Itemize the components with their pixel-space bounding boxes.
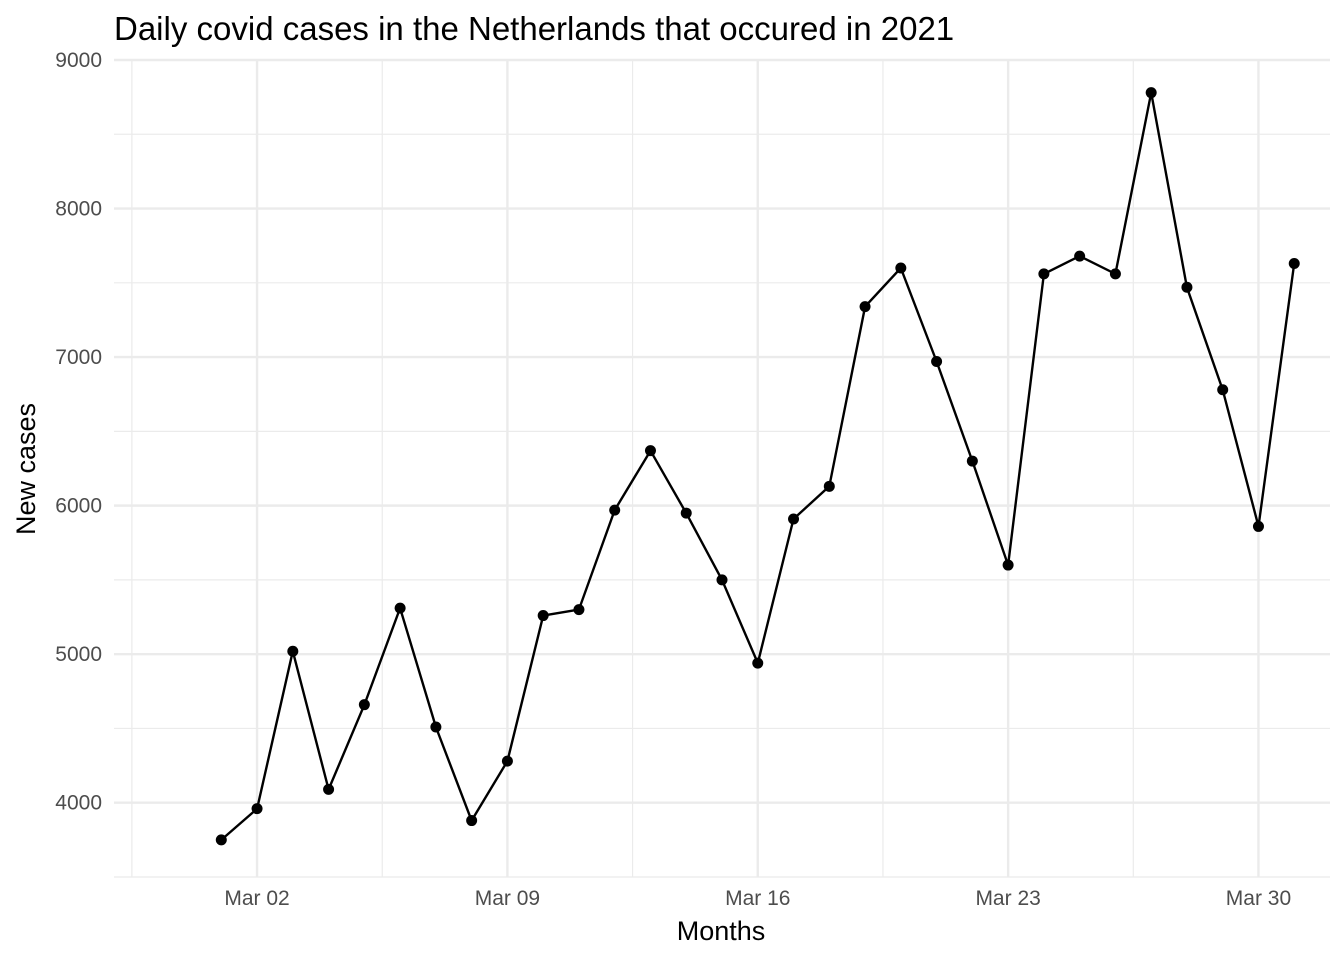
- data-point: [752, 657, 764, 669]
- y-axis-ticks: 4000 5000 6000 7000 8000 9000: [55, 49, 102, 815]
- data-point: [895, 262, 907, 274]
- y-tick-label: 4000: [55, 792, 102, 815]
- data-point: [1252, 520, 1264, 532]
- data-point: [788, 513, 800, 525]
- data-point: [287, 645, 299, 657]
- x-tick-label: Mar 02: [224, 887, 289, 910]
- x-axis-title: Months: [677, 916, 766, 946]
- data-point: [931, 356, 943, 368]
- y-axis-title: New cases: [11, 403, 41, 535]
- data-point: [966, 455, 978, 467]
- data-point: [1181, 281, 1193, 293]
- data-point: [430, 721, 442, 733]
- data-point: [215, 834, 227, 846]
- x-tick-label: Mar 09: [475, 887, 540, 910]
- data-point: [501, 755, 513, 767]
- data-point: [716, 574, 728, 586]
- data-point: [644, 445, 656, 457]
- data-point: [466, 815, 478, 827]
- x-axis-ticks: Mar 02 Mar 09 Mar 16 Mar 23 Mar 30: [224, 887, 1291, 910]
- data-point: [1145, 87, 1157, 99]
- chart-title: Daily covid cases in the Netherlands tha…: [114, 10, 954, 47]
- y-tick-label: 9000: [55, 49, 102, 72]
- data-point: [573, 604, 585, 616]
- y-tick-label: 5000: [55, 643, 102, 666]
- data-point: [1288, 258, 1300, 270]
- grid: [114, 58, 1330, 878]
- y-tick-label: 7000: [55, 346, 102, 369]
- y-tick-label: 8000: [55, 198, 102, 221]
- data-point: [1074, 250, 1086, 262]
- data-point: [323, 783, 335, 795]
- data-point: [537, 610, 549, 622]
- data-point: [680, 507, 692, 519]
- data-point: [1038, 268, 1050, 280]
- y-tick-label: 6000: [55, 495, 102, 518]
- data-point: [394, 602, 406, 614]
- data-point: [859, 301, 871, 313]
- x-tick-label: Mar 16: [725, 887, 790, 910]
- data-point: [358, 699, 370, 711]
- x-tick-label: Mar 30: [1226, 887, 1291, 910]
- data-point: [1002, 559, 1014, 571]
- data-point: [609, 504, 621, 516]
- data-point: [823, 480, 835, 492]
- data-points: [215, 87, 1300, 846]
- data-point: [251, 803, 263, 815]
- data-point: [1109, 268, 1121, 280]
- x-tick-label: Mar 23: [975, 887, 1040, 910]
- data-point: [1217, 384, 1229, 396]
